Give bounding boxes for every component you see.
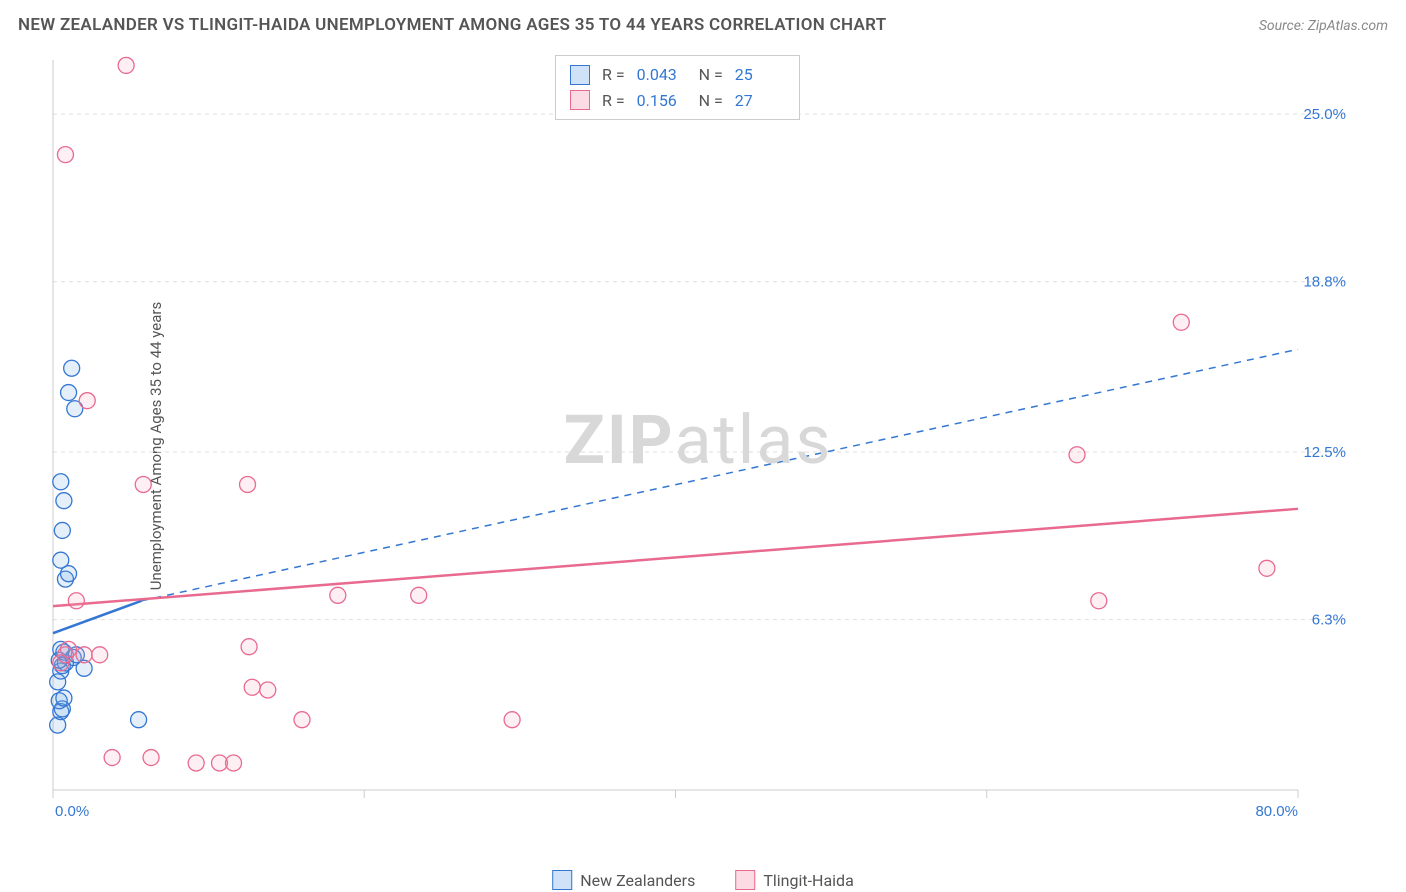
legend-label: Tlingit-Haida xyxy=(763,871,853,890)
svg-text:18.8%: 18.8% xyxy=(1303,274,1346,291)
legend-label: New Zealanders xyxy=(580,871,695,890)
source-attribution: Source: ZipAtlas.com xyxy=(1259,18,1388,34)
svg-text:25.0%: 25.0% xyxy=(1303,106,1346,123)
r-label: R = xyxy=(602,88,625,114)
series-legend: New Zealanders Tlingit-Haida xyxy=(552,870,854,890)
correlation-legend: R = 0.043 N = 25 R = 0.156 N = 27 xyxy=(555,55,800,120)
chart-svg: 6.3% 12.5% 18.8% 25.0% 0.0% 80.0% xyxy=(48,55,1348,825)
svg-text:80.0%: 80.0% xyxy=(1255,803,1298,820)
n-label: N = xyxy=(699,88,723,114)
svg-text:0.0%: 0.0% xyxy=(55,803,89,820)
n-value: 27 xyxy=(735,88,785,114)
legend-swatch-icon xyxy=(735,870,755,890)
scatter-plot: 6.3%12.5%18.8%25.0%0.0%80.0% ZIPatlas xyxy=(48,55,1348,825)
legend-swatch-icon xyxy=(570,90,590,110)
svg-text:6.3%: 6.3% xyxy=(1312,612,1346,629)
legend-item-0: New Zealanders xyxy=(552,870,695,890)
legend-swatch-icon xyxy=(552,870,572,890)
r-label: R = xyxy=(602,62,625,88)
n-value: 25 xyxy=(735,62,785,88)
r-value: 0.156 xyxy=(637,88,687,114)
chart-title: NEW ZEALANDER VS TLINGIT-HAIDA UNEMPLOYM… xyxy=(18,15,886,35)
correlation-row-1: R = 0.156 N = 27 xyxy=(570,88,785,114)
legend-swatch-icon xyxy=(570,65,590,85)
chart-header: NEW ZEALANDER VS TLINGIT-HAIDA UNEMPLOYM… xyxy=(18,15,1388,35)
r-value: 0.043 xyxy=(637,62,687,88)
svg-text:12.5%: 12.5% xyxy=(1303,444,1346,461)
correlation-row-0: R = 0.043 N = 25 xyxy=(570,62,785,88)
n-label: N = xyxy=(699,62,723,88)
legend-item-1: Tlingit-Haida xyxy=(735,870,853,890)
